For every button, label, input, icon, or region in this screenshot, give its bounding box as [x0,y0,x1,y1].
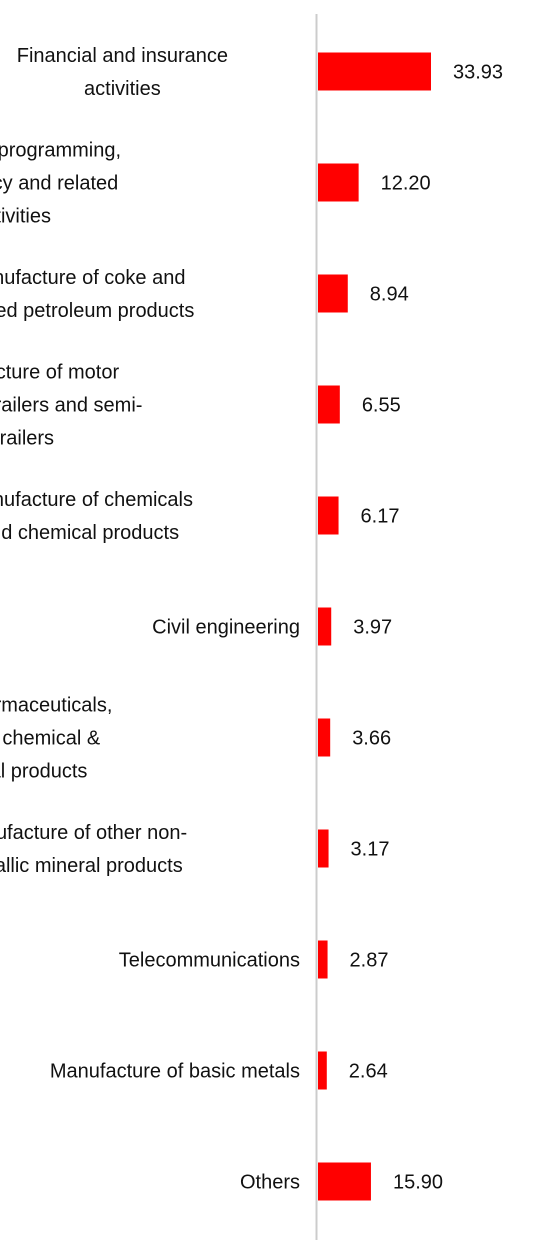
category-label-line: consultancy and related [0,173,118,195]
category-label-line: and chemical products [0,522,179,544]
bar-8 [318,940,328,979]
bar-9 [318,1051,327,1090]
category-label-5: Civil engineering [152,617,300,639]
value-label-9: 2.64 [349,1061,388,1083]
category-label-line: Manufacture of chemicals [0,489,193,511]
category-label-line: refined petroleum products [0,300,194,322]
category-label-9: Manufacture of basic metals [50,1061,300,1083]
category-label-line: Mfg of pharmaceuticals, [0,695,112,717]
value-label-1: 12.20 [381,173,431,195]
category-label-line: Manufacture of motor [0,362,119,384]
bar-5 [318,607,332,646]
category-label-line: vehicles, trailers and semi- [0,395,142,417]
category-label-line: medicinal chemical & [0,728,101,750]
category-label-line: Financial and insurance [17,45,228,67]
bar-3 [318,385,340,424]
category-label-line: Computer programming, [0,140,121,162]
bar-10 [318,1162,371,1201]
category-label-8: Telecommunications [119,950,300,972]
category-label-line: botanical products [0,761,87,783]
bar-7 [318,829,329,868]
category-label-3: Manufacture of motor vehicles, trailers a… [0,362,142,450]
category-label-7: Manufacture of other non-metallic minera… [0,822,187,877]
bar-1 [318,163,359,202]
value-label-8: 2.87 [350,950,389,972]
value-label-4: 6.17 [361,506,400,528]
bar-6 [318,718,331,757]
category-label-0: Financial and insurance activities [17,45,228,100]
value-label-10: 15.90 [393,1172,443,1194]
category-label-6: Mfg of pharmaceuticals, medicinal chemica… [0,695,112,783]
value-label-5: 3.97 [353,617,392,639]
category-label-10: Others [240,1172,300,1194]
category-label-line: Civil engineering [152,617,300,639]
category-label-2: Manufacture of coke and refined petroleum… [0,267,194,322]
bar-2 [318,274,348,313]
category-label-line: Manufacture of basic metals [50,1061,300,1083]
category-label-line: Manufacture of other non- [0,822,187,844]
category-label-line: activities [84,78,161,100]
category-label-line: activities [0,206,51,228]
category-label-line: trailers [0,428,54,450]
value-label-0: 33.93 [453,62,503,84]
category-label-line: Manufacture of coke and [0,267,185,289]
bar-0 [318,52,431,91]
value-label-6: 3.66 [352,728,391,750]
category-label-1: Computer programming, consultancy and rel… [0,140,121,228]
value-label-3: 6.55 [362,395,401,417]
value-label-7: 3.17 [351,839,390,861]
category-label-line: metallic mineral products [0,855,183,877]
category-label-line: Telecommunications [119,950,300,972]
category-label-4: Manufacture of chemicals and chemical pro… [0,489,193,544]
bar-4 [318,496,339,535]
value-label-2: 8.94 [370,284,409,306]
category-label-line: Others [240,1172,300,1194]
